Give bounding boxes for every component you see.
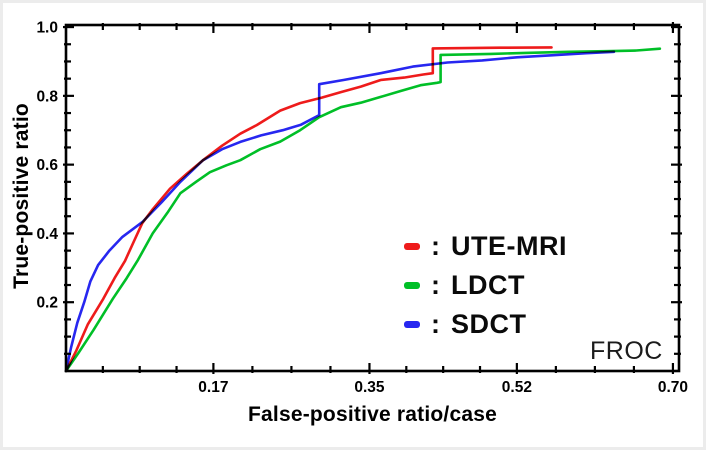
legend-swatch-sdct <box>404 321 420 328</box>
y-tick-label: 0.4 <box>36 226 58 243</box>
legend-item-ute-mri: : UTE-MRI <box>404 231 567 262</box>
legend-item-sdct: : SDCT <box>404 309 567 340</box>
series-line-sdct <box>64 50 616 373</box>
x-tick-label: 0.35 <box>354 379 385 396</box>
series-line-ldct <box>64 47 662 373</box>
legend-swatch-ute-mri <box>404 243 420 250</box>
x-tick-label: 0.70 <box>658 379 688 396</box>
y-tick-label: 1.0 <box>36 20 58 37</box>
x-axis-title: False-positive ratio/case <box>248 403 497 426</box>
x-tick-label: 0.17 <box>198 379 228 396</box>
series-line-ute-mri <box>64 46 553 373</box>
legend-swatch-ldct <box>404 282 420 289</box>
legend-item-label: SDCT <box>451 309 527 339</box>
legend-colon: : <box>431 309 440 339</box>
legend: : UTE-MRI : LDCT : SDCT <box>404 231 567 340</box>
y-axis-title: True-positive ratio <box>10 103 33 289</box>
legend-colon: : <box>431 231 440 261</box>
legend-item-label: UTE-MRI <box>451 231 567 261</box>
y-tick-label: 0.6 <box>36 157 58 174</box>
legend-item-label: LDCT <box>451 270 525 300</box>
legend-colon: : <box>431 270 440 300</box>
legend-item-ldct: : LDCT <box>404 270 567 301</box>
plot-frame <box>64 23 681 373</box>
froc-label: FROC <box>590 337 663 365</box>
y-tick-label: 0.2 <box>36 295 58 312</box>
x-tick-label: 0.52 <box>502 379 532 396</box>
y-tick-label: 0.8 <box>36 88 58 105</box>
